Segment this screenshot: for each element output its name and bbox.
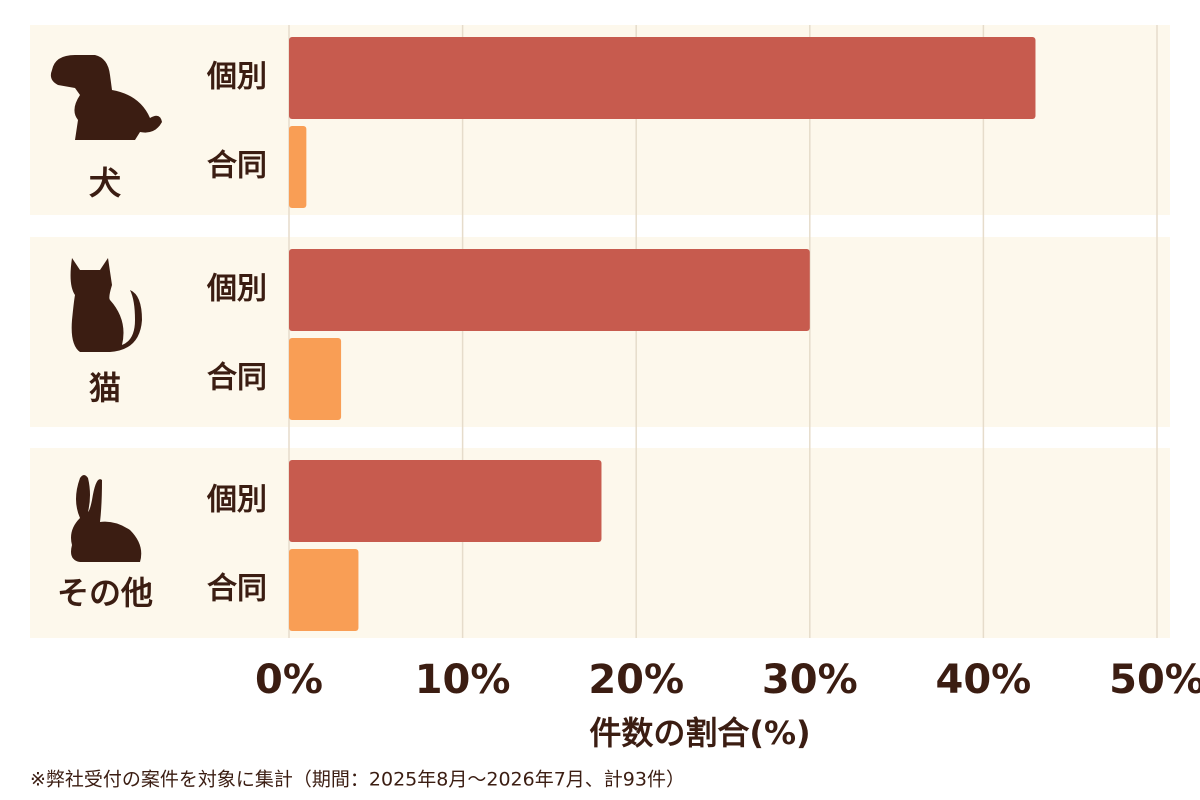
- series-label: 合同: [207, 149, 267, 184]
- bar: [289, 126, 307, 208]
- x-tick-label: 20%: [588, 657, 684, 703]
- bar: [289, 549, 359, 631]
- rabbit-icon: [71, 475, 142, 562]
- x-tick-label: 10%: [415, 657, 511, 703]
- category-label: 猫: [89, 369, 121, 407]
- x-tick-label: 30%: [762, 657, 858, 703]
- category-label: その他: [57, 574, 153, 612]
- dog-icon: [50, 55, 162, 140]
- series-label: 合同: [207, 572, 267, 607]
- x-tick-label: 50%: [1109, 657, 1200, 703]
- bar: [289, 37, 1036, 119]
- x-tick-label: 0%: [255, 657, 323, 703]
- x-axis-title: 件数の割合(%): [589, 714, 810, 752]
- x-tick-label: 40%: [936, 657, 1032, 703]
- series-label: 個別: [206, 60, 267, 95]
- series-label: 合同: [207, 361, 267, 396]
- series-label: 個別: [206, 272, 267, 307]
- series-label: 個別: [206, 483, 267, 518]
- bar: [289, 249, 810, 331]
- bar: [289, 460, 602, 542]
- icons: [50, 55, 162, 562]
- category-label: 犬: [89, 164, 121, 202]
- footnote: ※弊社受付の案件を対象に集計（期間：2025年8月～2026年7月、計93件）: [30, 769, 685, 791]
- cat-icon: [70, 258, 142, 352]
- bar: [289, 338, 342, 420]
